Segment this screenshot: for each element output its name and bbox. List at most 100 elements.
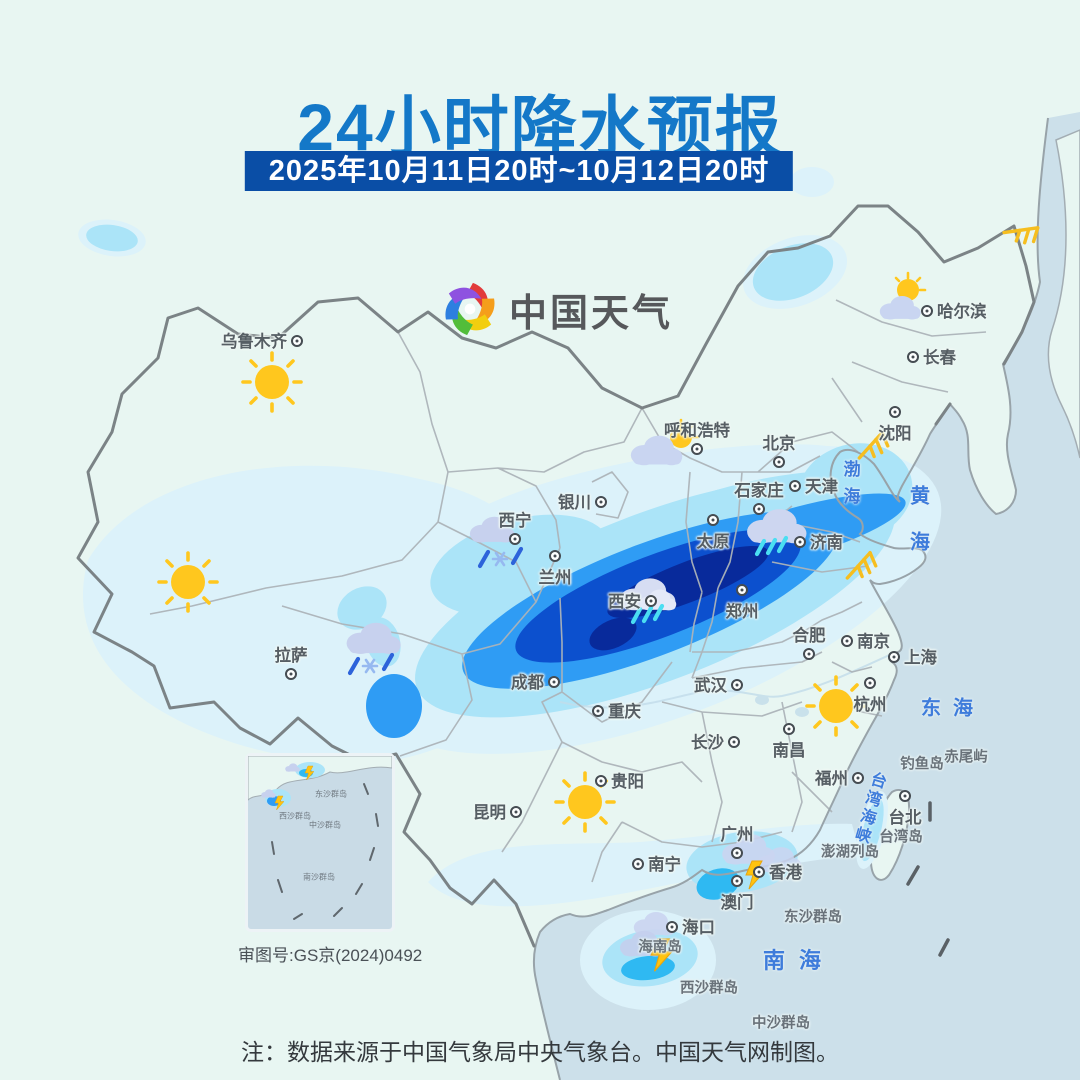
island-label: 赤尾屿 xyxy=(944,749,988,766)
city-label: 西宁 xyxy=(498,512,532,530)
island-label: 澎湖列岛 xyxy=(821,844,879,861)
city-marker-icon xyxy=(632,858,644,870)
city-marker-icon xyxy=(864,677,876,689)
city-label: 呼和浩特 xyxy=(664,422,730,440)
south-china-sea-inset-map: 东沙群岛西沙群岛 中沙群岛南沙群岛 xyxy=(245,753,395,932)
city-marker-icon xyxy=(731,875,743,887)
sea-label: 东海 xyxy=(921,697,985,720)
island-label: 台湾岛 xyxy=(879,829,923,846)
pinwheel-logo-icon xyxy=(445,282,495,336)
city-label: 南宁 xyxy=(648,856,681,875)
weather-icons xyxy=(157,226,1042,972)
city-marker-icon xyxy=(728,736,740,748)
city-label: 贵阳 xyxy=(611,773,644,792)
island-label: 东沙群岛 xyxy=(784,909,842,926)
sleet-icon xyxy=(347,652,395,676)
partly-cloudy-icon xyxy=(879,271,927,320)
city-label: 上海 xyxy=(904,649,937,668)
city-label: 北京 xyxy=(762,435,796,453)
city-label: 乌鲁木齐 xyxy=(221,333,287,352)
city-label: 福州 xyxy=(815,770,848,789)
city-label: 广州 xyxy=(720,826,754,844)
city-label: 长沙 xyxy=(691,734,724,753)
sleet-cloud-icon xyxy=(469,516,524,569)
city-marker-icon xyxy=(899,790,911,802)
city-label: 西安 xyxy=(608,593,641,612)
sea-label: 渤海 xyxy=(840,460,860,514)
city-label: 台北 xyxy=(888,809,922,827)
city-marker-icon xyxy=(509,533,521,545)
city-label: 成都 xyxy=(511,674,544,693)
city-label: 合肥 xyxy=(792,627,826,645)
city-marker-icon xyxy=(285,668,297,680)
city-label: 天津 xyxy=(805,478,838,497)
thunder-rain-macau xyxy=(696,868,740,900)
city-marker-icon xyxy=(773,456,785,468)
city-marker-icon xyxy=(595,496,607,508)
inset-island-label: 西沙群岛 xyxy=(279,811,311,821)
province-borders xyxy=(149,299,987,883)
city-marker-icon xyxy=(548,676,560,688)
city-label: 杭州 xyxy=(853,696,887,714)
city-label: 长春 xyxy=(923,349,956,368)
city-label: 武汉 xyxy=(694,677,727,696)
sea-label: 黄海 xyxy=(906,485,929,577)
sea-area xyxy=(533,112,1080,1080)
footer-note: 注：数据来源于中国气象局中央气象台。中国天气网制图。 xyxy=(241,1039,839,1065)
city-label: 昆明 xyxy=(473,804,506,823)
city-marker-icon xyxy=(921,305,933,317)
city-label: 拉萨 xyxy=(274,647,308,665)
city-marker-icon xyxy=(841,635,853,647)
island-label: 西沙群岛 xyxy=(680,980,738,997)
city-marker-icon xyxy=(731,679,743,691)
city-label: 南昌 xyxy=(772,742,806,760)
island-label: 钓鱼岛 xyxy=(900,756,944,773)
city-marker-icon xyxy=(291,335,303,347)
city-label: 南京 xyxy=(857,633,890,652)
city-marker-icon xyxy=(753,503,765,515)
island-label: 海南岛 xyxy=(638,939,682,956)
boundary-dashes xyxy=(906,801,950,957)
city-marker-icon xyxy=(595,775,607,787)
city-label: 香港 xyxy=(769,864,802,883)
city-marker-icon xyxy=(666,921,678,933)
city-marker-icon xyxy=(736,584,748,596)
city-marker-icon xyxy=(691,443,703,455)
city-marker-icon xyxy=(731,847,743,859)
city-label: 澳门 xyxy=(720,894,754,912)
city-label: 沈阳 xyxy=(878,425,912,443)
city-marker-icon xyxy=(645,595,657,607)
city-marker-icon xyxy=(888,651,900,663)
partly-cloudy-icon xyxy=(630,418,700,466)
city-label: 银川 xyxy=(558,494,591,513)
island-label: 中沙群岛 xyxy=(752,1015,810,1032)
city-label: 兰州 xyxy=(538,569,572,587)
city-marker-icon xyxy=(889,406,901,418)
city-label: 海口 xyxy=(682,919,715,938)
city-label: 济南 xyxy=(810,534,843,553)
map-license-number: 审图号:GS京(2024)0492 xyxy=(238,946,423,965)
city-marker-icon xyxy=(707,514,719,526)
coastline xyxy=(532,117,1049,1080)
city-marker-icon xyxy=(510,806,522,818)
city-label: 郑州 xyxy=(725,603,759,621)
inset-island-label: 南沙群岛 xyxy=(303,872,335,882)
inset-island-label: 中沙群岛 xyxy=(309,820,341,830)
rivers xyxy=(559,651,897,717)
city-label: 太原 xyxy=(696,533,730,551)
china-weather-logo: 中国天气 xyxy=(441,280,673,338)
city-marker-icon xyxy=(789,480,801,492)
inset-mini-map xyxy=(248,756,392,920)
city-marker-icon xyxy=(753,866,765,878)
city-marker-icon xyxy=(549,550,561,562)
sea-label: 南海 xyxy=(762,948,836,973)
city-label: 哈尔滨 xyxy=(937,303,987,322)
city-marker-icon xyxy=(794,536,806,548)
city-marker-icon xyxy=(592,705,604,717)
inset-island-label: 东沙群岛 xyxy=(315,789,347,799)
city-marker-icon xyxy=(783,723,795,735)
city-label: 石家庄 xyxy=(734,482,784,500)
logo-text: 中国天气 xyxy=(509,292,674,335)
